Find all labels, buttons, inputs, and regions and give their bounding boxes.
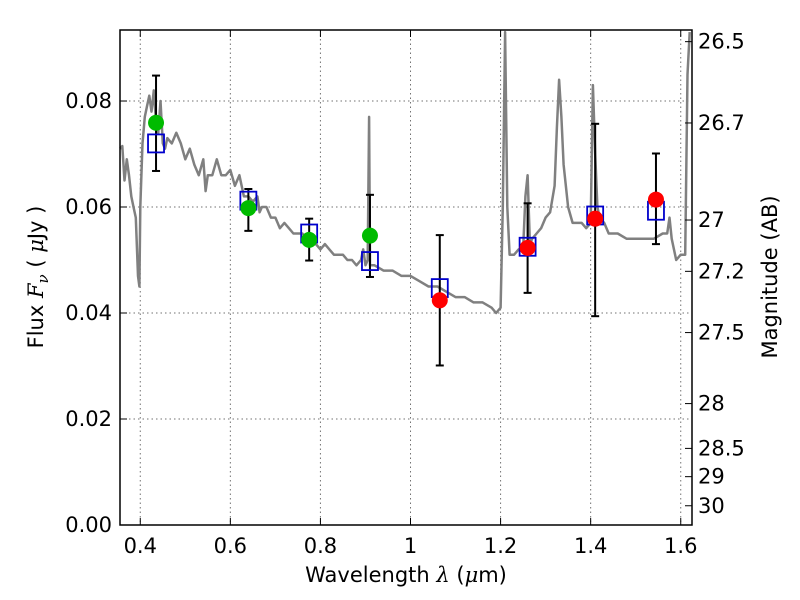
y-axis-label-var: F [24,282,48,299]
x-tick-label: 0.8 [304,534,337,558]
plot-frame [119,29,693,526]
observed-point-green [301,231,318,248]
x-tick-label: 1.6 [664,534,697,558]
y-axis-label: Flux Fν ( μJy ) [24,206,52,349]
grid-layer [120,30,692,525]
mag-tick-label: 27.2 [698,259,745,283]
sed-curve-layer [119,30,691,315]
x-axis-label-mu: μ [465,563,479,587]
x-axis-label-unit: m) [478,563,507,587]
y-axis-label-sub: ν [34,274,52,283]
observed-point-layer [148,114,664,309]
x-tick-label: 0.4 [124,534,157,558]
x-axis-label-prefix: Wavelength [305,563,436,587]
x-axis-label-var: λ [435,563,449,587]
mag-tick-label: 29 [698,465,725,489]
mag-tick-label: 26.5 [698,30,745,54]
x-axis-label-open: ( [450,563,465,587]
observed-point-red [519,239,536,256]
y-tick-label: 0.06 [65,195,112,219]
model-flux-box [147,133,165,154]
model-box-layer [147,133,665,298]
y-tick-label: 0.04 [65,301,112,325]
tick-layer: 0.4 0.6 0.8 1 1.2 1.4 1.6 0.00 0.02 0.04 0.06 0.08 2… [65,30,745,558]
mag-tick-label: 27 [698,208,725,232]
errorbar-layer [152,74,660,367]
observed-point-green [361,227,378,244]
y2-axis-label: Magnitude (AB) [758,195,782,358]
mag-tick-label: 26.7 [698,111,745,135]
observed-point-red [587,210,604,227]
y-axis-label-unit: Jy ) [24,206,48,242]
model-flux-box [361,251,379,271]
y-tick-label: 0.08 [65,89,112,113]
observed-point-green [148,114,165,131]
mag-tick-label: 28.5 [698,436,745,460]
y-axis-label-prefix: Flux [24,298,48,348]
observed-point-red [431,292,448,309]
x-axis-label: Wavelength λ (μm) [305,563,507,587]
sed-model-curve [119,30,691,315]
observed-point-green [240,200,257,217]
y-tick-label: 0.02 [65,407,112,431]
mag-tick-label: 30 [698,494,725,518]
x-tick-label: 1.4 [574,534,607,558]
x-tick-label: 1.2 [484,534,517,558]
x-tick-label: 1 [404,534,417,558]
mag-tick-label: 27.5 [698,321,745,345]
x-tick-label: 0.6 [214,534,247,558]
y-tick-label: 0.00 [65,513,112,537]
mag-tick-label: 28 [698,392,725,416]
y-axis-label-mu: μ [24,239,48,253]
observed-point-red [647,191,664,208]
y-axis-label-open: ( [24,253,48,275]
